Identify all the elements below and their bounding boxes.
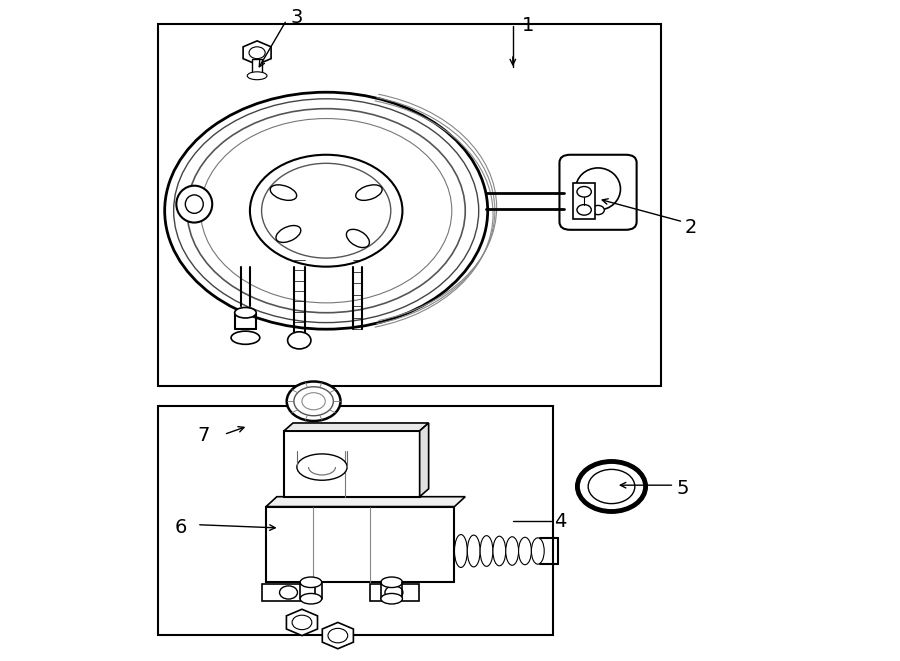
Ellipse shape bbox=[576, 168, 620, 210]
Ellipse shape bbox=[301, 594, 321, 604]
Ellipse shape bbox=[176, 186, 212, 223]
Circle shape bbox=[249, 47, 266, 59]
Circle shape bbox=[165, 93, 488, 329]
Ellipse shape bbox=[467, 535, 480, 567]
Ellipse shape bbox=[381, 594, 402, 604]
Ellipse shape bbox=[356, 185, 382, 200]
Text: 1: 1 bbox=[522, 17, 535, 35]
Text: 5: 5 bbox=[676, 479, 688, 498]
Ellipse shape bbox=[493, 536, 506, 566]
Polygon shape bbox=[266, 496, 465, 506]
Circle shape bbox=[292, 615, 311, 630]
Polygon shape bbox=[284, 423, 428, 431]
Circle shape bbox=[201, 118, 452, 303]
Ellipse shape bbox=[276, 225, 301, 243]
Polygon shape bbox=[286, 609, 318, 636]
Ellipse shape bbox=[506, 537, 518, 565]
Polygon shape bbox=[262, 584, 315, 601]
Ellipse shape bbox=[518, 537, 531, 564]
Text: 3: 3 bbox=[291, 8, 302, 26]
Polygon shape bbox=[284, 431, 419, 496]
Circle shape bbox=[288, 332, 310, 349]
Ellipse shape bbox=[185, 195, 203, 214]
Text: 6: 6 bbox=[175, 518, 187, 537]
Circle shape bbox=[280, 586, 298, 599]
Circle shape bbox=[250, 155, 402, 266]
Circle shape bbox=[385, 586, 403, 599]
Ellipse shape bbox=[270, 185, 297, 200]
Text: 7: 7 bbox=[197, 426, 210, 446]
Circle shape bbox=[187, 108, 465, 313]
Text: 2: 2 bbox=[685, 217, 698, 237]
Circle shape bbox=[262, 163, 391, 258]
Circle shape bbox=[174, 98, 479, 323]
Ellipse shape bbox=[454, 535, 467, 567]
Polygon shape bbox=[243, 41, 271, 65]
Ellipse shape bbox=[346, 229, 369, 248]
Circle shape bbox=[287, 381, 340, 421]
Polygon shape bbox=[322, 623, 354, 648]
Bar bbox=[252, 59, 263, 76]
Bar bbox=[573, 182, 596, 219]
Ellipse shape bbox=[480, 535, 493, 566]
Bar bbox=[158, 407, 554, 635]
Circle shape bbox=[302, 393, 325, 410]
Ellipse shape bbox=[589, 469, 634, 504]
Circle shape bbox=[592, 206, 604, 215]
Ellipse shape bbox=[231, 331, 260, 344]
Polygon shape bbox=[419, 423, 428, 496]
Ellipse shape bbox=[381, 577, 402, 588]
Text: 4: 4 bbox=[554, 512, 566, 531]
Ellipse shape bbox=[297, 454, 347, 481]
Polygon shape bbox=[370, 584, 419, 601]
Ellipse shape bbox=[235, 307, 256, 318]
FancyBboxPatch shape bbox=[560, 155, 636, 230]
Ellipse shape bbox=[248, 72, 267, 80]
Circle shape bbox=[577, 186, 591, 197]
Ellipse shape bbox=[578, 461, 645, 512]
Bar bbox=[158, 24, 661, 387]
Ellipse shape bbox=[301, 577, 321, 588]
Ellipse shape bbox=[531, 538, 544, 564]
Circle shape bbox=[294, 387, 333, 416]
Polygon shape bbox=[266, 506, 454, 582]
Circle shape bbox=[328, 629, 347, 643]
Circle shape bbox=[577, 205, 591, 215]
